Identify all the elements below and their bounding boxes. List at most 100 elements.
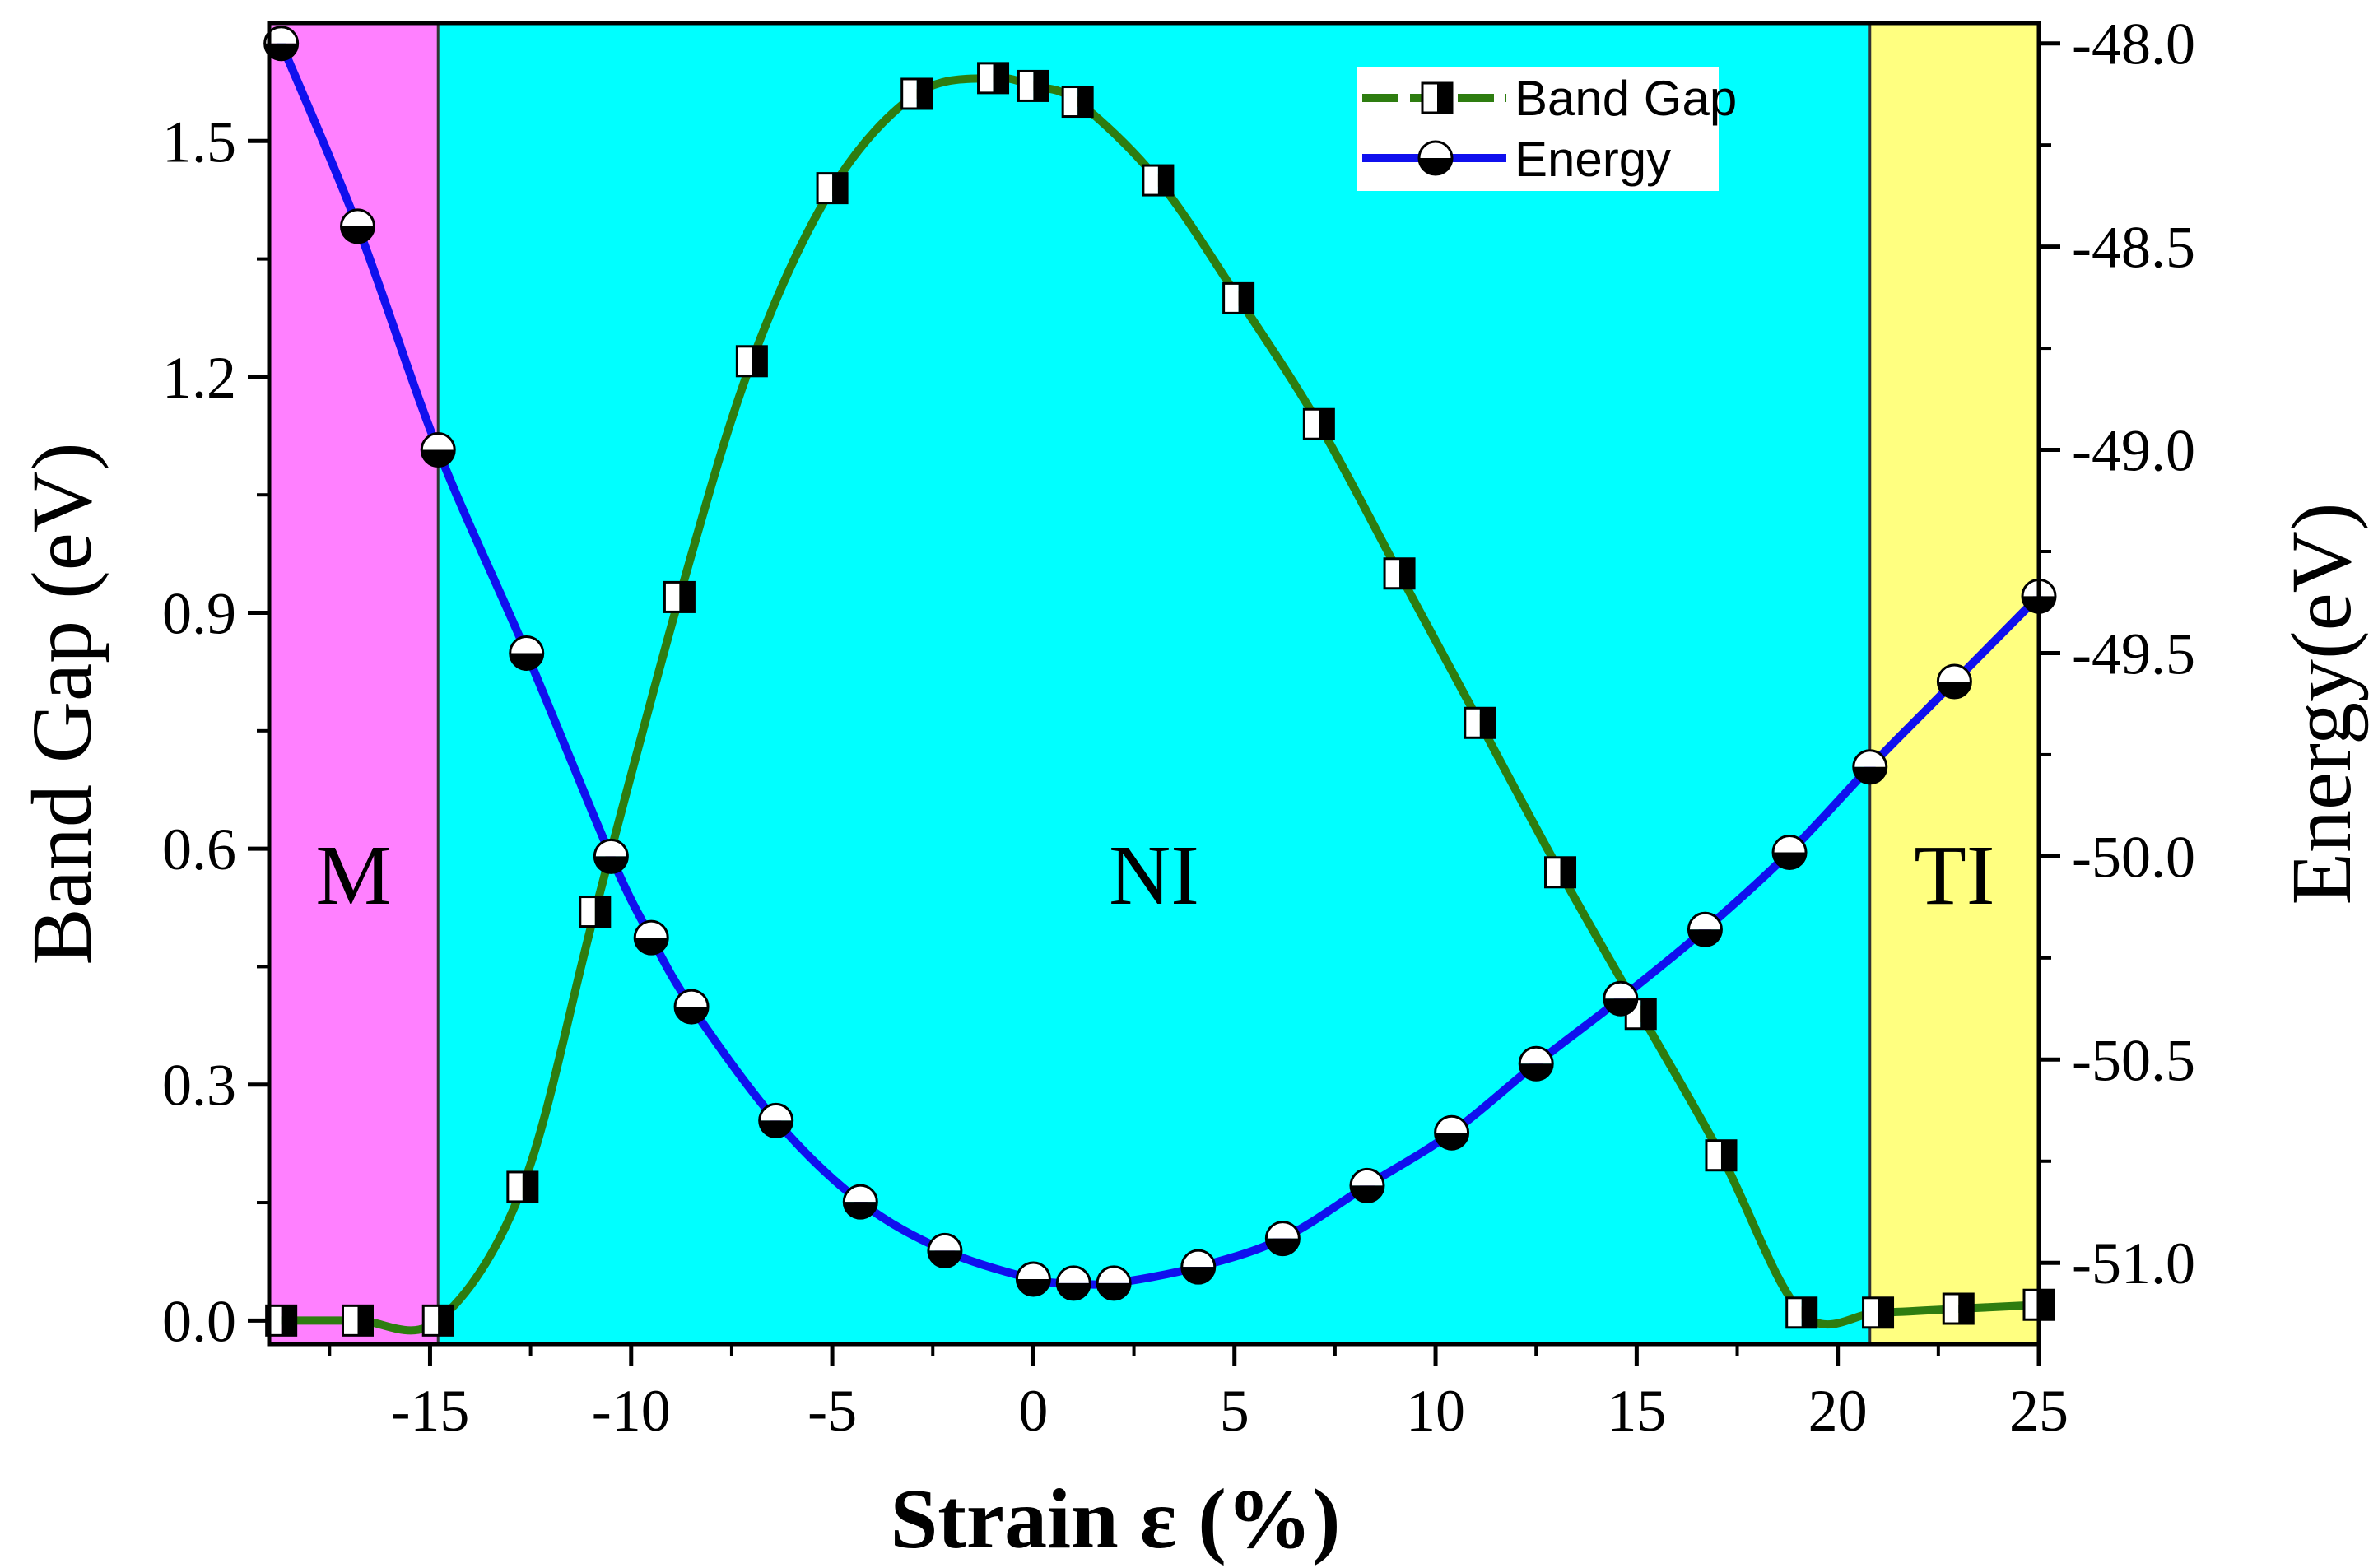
marker-bottom-half	[341, 226, 375, 243]
data-point-band-gap-15	[1383, 557, 1416, 590]
marker-bottom-half	[675, 1007, 709, 1024]
legend-background	[1357, 67, 1719, 191]
x-tick-label-4: 5	[1220, 1378, 1249, 1444]
marker-right-half	[594, 896, 610, 927]
data-point-energy-2	[420, 432, 456, 468]
marker-outline	[1061, 86, 1094, 119]
marker-top-half	[675, 990, 709, 1007]
marker-top-half	[1097, 1266, 1131, 1283]
y-left-axis-title: Band Gap (eV)	[15, 442, 109, 965]
marker-left-half	[1063, 86, 1078, 117]
marker-top-half	[510, 636, 543, 654]
data-point-band-gap-9	[977, 62, 1010, 95]
marker-bottom-half	[759, 1120, 793, 1138]
marker-outline	[1142, 164, 1175, 197]
marker-outline	[1055, 1265, 1091, 1301]
marker-bottom-half	[1938, 682, 1971, 699]
marker-outline	[1096, 1265, 1132, 1301]
region-backgrounds	[269, 23, 2039, 1344]
marker-outline	[1302, 407, 1335, 440]
y-right-tick-label-1: -48.5	[2072, 215, 2195, 281]
plot-frame	[267, 21, 2041, 1347]
data-point-band-gap-16	[1464, 706, 1496, 739]
marker-top-half	[341, 209, 375, 226]
marker-right-half	[1878, 1297, 1893, 1328]
y-right-axis-title: Energy(eV)	[2274, 503, 2369, 905]
marker-outline	[900, 77, 933, 110]
marker-bottom-half	[1017, 1278, 1050, 1296]
x-tick-label-0: -15	[390, 1378, 469, 1444]
marker-bottom-half	[1057, 1282, 1091, 1300]
marker-outline	[263, 26, 300, 62]
marker-right-half	[522, 1171, 537, 1202]
data-point-energy-8	[842, 1184, 878, 1220]
marker-outline	[927, 1232, 963, 1268]
data-point-energy-10	[1015, 1261, 1051, 1297]
marker-top-half	[1435, 1116, 1468, 1133]
marker-left-half	[2024, 1290, 2039, 1320]
marker-left-half	[1142, 165, 1158, 196]
legend-energy-marker-outline	[1417, 140, 1454, 176]
marker-left-half	[1706, 1140, 1721, 1170]
y-right-tick-label-0: -48.0	[2072, 12, 2195, 77]
marker-outline	[506, 1170, 539, 1203]
y-right-tick-label-5: -50.5	[2072, 1027, 2195, 1093]
series-band-gap	[265, 62, 2055, 1337]
x-axis-title: Strain ε (%)	[890, 1472, 1340, 1566]
marker-outline	[663, 580, 696, 613]
marker-top-half	[421, 433, 455, 450]
marker-outline	[633, 919, 669, 956]
marker-left-half	[664, 582, 680, 612]
y-left-tick-label-4: 1.2	[162, 345, 236, 411]
marker-outline	[1349, 1167, 1385, 1203]
marker-top-half	[844, 1185, 877, 1203]
legend: Band Gap Energy	[1357, 67, 1737, 191]
marker-outline	[420, 432, 456, 468]
marker-right-half	[679, 582, 695, 612]
y-right-tick-label-2: -49.0	[2072, 418, 2195, 484]
marker-right-half	[1958, 1294, 1974, 1324]
region-label-m: M	[315, 828, 391, 923]
data-point-energy-0	[263, 26, 300, 62]
marker-top-half	[1266, 1221, 1300, 1239]
marker-outline	[1687, 911, 1723, 947]
marker-bottom-half	[928, 1250, 961, 1268]
marker-bottom-half	[1097, 1282, 1131, 1300]
x-tick-label-7: 20	[1808, 1378, 1868, 1444]
marker-outline	[1852, 749, 1888, 785]
data-point-band-gap-6	[735, 345, 768, 378]
series-layer	[263, 26, 2057, 1337]
data-point-band-gap-17	[1544, 856, 1577, 889]
x-tick-label-2: -5	[807, 1378, 857, 1444]
marker-left-half	[1464, 708, 1480, 738]
legend-energy-marker-top	[1419, 142, 1452, 158]
marker-top-half	[1853, 750, 1887, 767]
marker-outline	[579, 896, 612, 928]
marker-left-half	[1943, 1294, 1959, 1324]
marker-left-half	[423, 1305, 439, 1336]
marker-right-half	[916, 78, 932, 109]
x-tick-label-6: 15	[1607, 1378, 1666, 1444]
data-point-energy-12	[1096, 1265, 1132, 1301]
marker-right-half	[2039, 1290, 2054, 1320]
legend-item-band-gap: Band Gap	[1362, 71, 1737, 126]
x-tick-label-3: 0	[1018, 1378, 1048, 1444]
marker-top-half	[1773, 835, 1807, 853]
marker-right-half	[438, 1305, 454, 1336]
marker-top-half	[1938, 665, 1971, 682]
region-label-ni: NI	[1109, 828, 1199, 923]
legend-band-gap-marker-outline	[1421, 81, 1454, 114]
marker-outline	[1771, 834, 1808, 870]
marker-right-half	[832, 173, 848, 203]
marker-outline	[593, 838, 629, 874]
marker-right-half	[1399, 558, 1415, 589]
marker-left-half	[901, 78, 917, 109]
marker-outline	[1942, 1292, 1975, 1325]
series-line-band-gap	[277, 73, 2043, 1335]
marker-outline	[816, 172, 849, 205]
marker-left-half	[507, 1171, 523, 1202]
marker-outline	[977, 62, 1010, 95]
data-point-band-gap-14	[1302, 407, 1335, 440]
data-point-energy-21	[1852, 749, 1888, 785]
marker-outline	[1544, 856, 1577, 889]
